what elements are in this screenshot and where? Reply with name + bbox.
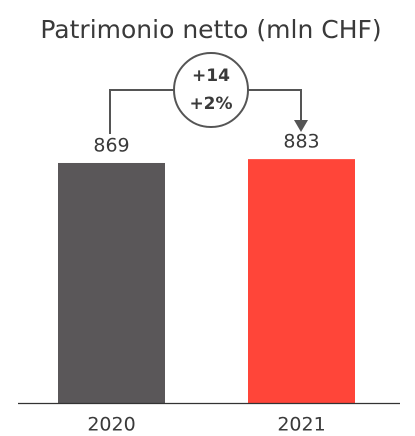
delta-absolute: +14	[192, 66, 230, 86]
value-label: 869	[93, 134, 129, 156]
delta-percent: +2%	[189, 94, 232, 114]
delta-circle	[173, 52, 249, 128]
x-tick-label: 2020	[87, 414, 135, 436]
chart-title: Patrimonio netto (mln CHF)	[40, 15, 381, 44]
arrow-head	[294, 120, 308, 132]
delta-bracket	[109, 52, 302, 134]
bar	[58, 162, 165, 403]
x-tick-label: 2021	[277, 414, 325, 436]
bracket-left	[109, 89, 174, 134]
bracket-right	[248, 89, 302, 121]
bar	[248, 159, 355, 403]
value-label: 883	[283, 131, 319, 153]
